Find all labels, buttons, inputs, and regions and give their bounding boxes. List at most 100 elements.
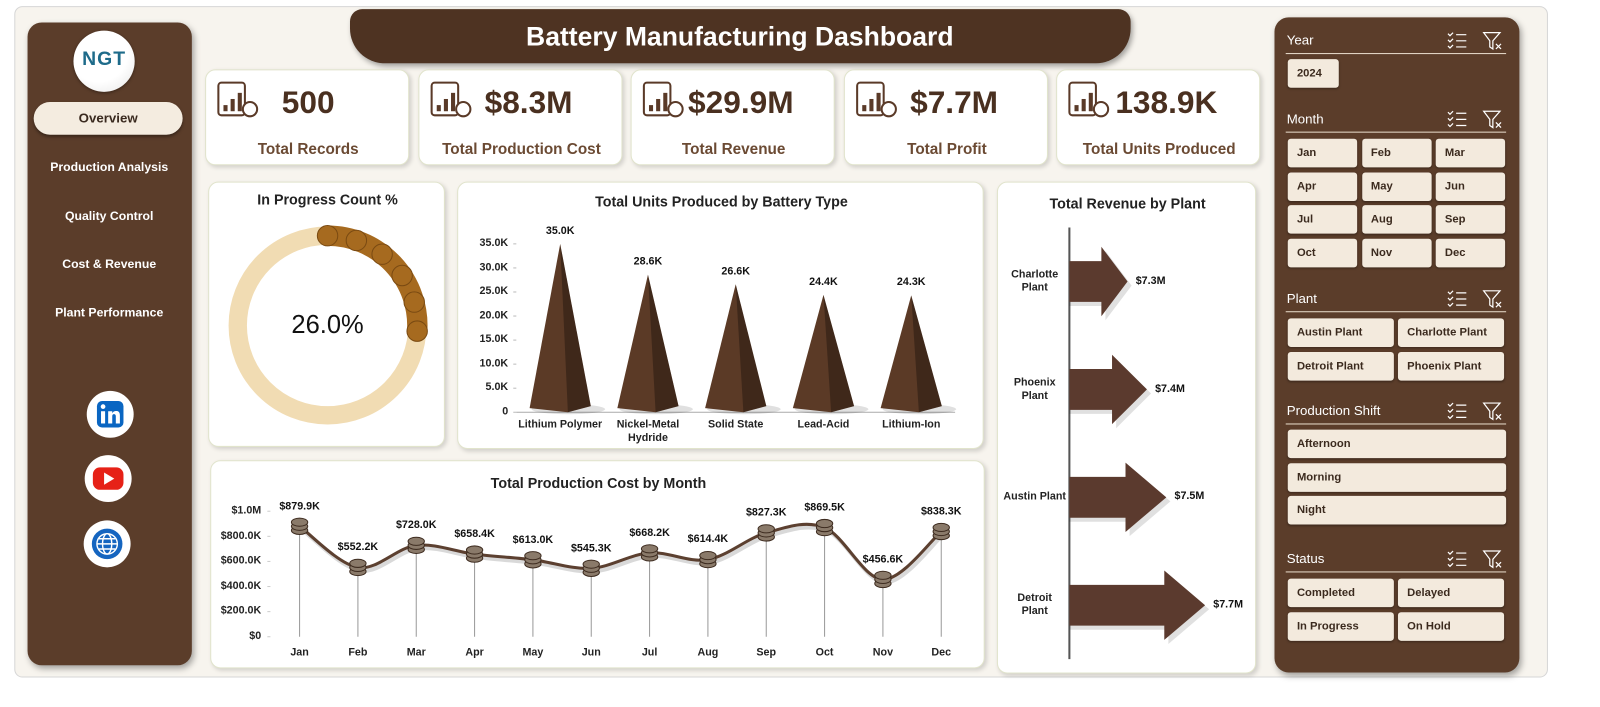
y-tick-label: Phoenix Plant [1013, 376, 1056, 402]
chart-card: In Progress Count % 26.0% [208, 181, 445, 447]
slicer-button[interactable]: Nov [1361, 238, 1432, 267]
nav-item[interactable]: Production Analysis [50, 159, 169, 174]
clear-filter-icon[interactable] [1482, 31, 1504, 51]
icon-shape [217, 81, 246, 117]
bar-shade [560, 243, 591, 413]
slicer-button-label: Completed [1296, 586, 1355, 599]
point-value-label: $869.5K [804, 501, 845, 514]
coin [757, 524, 775, 534]
slicer-title: Month [1286, 111, 1324, 127]
icon-shape [862, 105, 867, 112]
icon-shape [230, 98, 235, 112]
slicer-button[interactable]: Oct [1287, 238, 1358, 267]
slicer-button[interactable]: Jul [1287, 205, 1358, 234]
icon-shape [1495, 561, 1502, 568]
slicer-button[interactable]: Phoenix Plant [1397, 351, 1505, 381]
clear-filter-icon[interactable] [1482, 549, 1504, 569]
x-tick-label: Nov [872, 646, 894, 659]
bar-value-label: $7.3M [1135, 274, 1166, 287]
nav-item[interactable]: Overview [33, 102, 183, 135]
kpi-value: 500 [281, 84, 335, 121]
chart-card: Total Units Produced by Battery Type 0 5.0… [457, 181, 984, 449]
slicer-button[interactable]: Detroit Plant [1287, 351, 1394, 381]
slicer-button[interactable]: Sep [1435, 205, 1506, 234]
y-tick-label: $800.0K [220, 529, 262, 542]
icon-shape [1447, 110, 1454, 116]
slicer-button[interactable]: Morning [1287, 462, 1507, 492]
multi-select-icon[interactable] [1446, 549, 1468, 569]
slicer-button-label: Austin Plant [1296, 326, 1363, 339]
bar [880, 295, 942, 413]
slicer-button[interactable]: Austin Plant [1287, 318, 1394, 347]
logo-circle [73, 30, 135, 92]
multi-select-icon[interactable] [1446, 401, 1468, 421]
slicer-button[interactable]: Completed [1287, 578, 1394, 608]
nav-item[interactable]: Plant Performance [55, 305, 164, 320]
slicer-button-label: Aug [1370, 213, 1393, 226]
linkedin-icon[interactable] [86, 390, 135, 439]
bar [1069, 462, 1167, 533]
slicer-button[interactable]: Apr [1287, 171, 1358, 201]
x-tick-label: Jul [641, 646, 658, 659]
bar-value-label: 24.4K [809, 275, 838, 288]
icon-shape [241, 101, 259, 118]
slicer-button[interactable]: Feb [1361, 138, 1432, 168]
slicer-button[interactable]: Dec [1435, 238, 1506, 267]
bar [617, 274, 679, 413]
youtube-icon[interactable] [84, 454, 133, 503]
icon-shape [1447, 414, 1454, 420]
icon-shape [1068, 81, 1097, 117]
multi-select-icon[interactable] [1446, 31, 1468, 51]
slicer-button-label: On Hold [1407, 619, 1451, 633]
icon-shape [455, 101, 472, 118]
slicer-button[interactable]: Delayed [1397, 578, 1505, 608]
slicer-button[interactable]: Charlotte Plant [1397, 318, 1505, 347]
point-value-label: $545.3K [570, 541, 612, 555]
slicer-button[interactable]: 2024 [1287, 59, 1339, 88]
icon-shape [880, 101, 897, 118]
icon-shape [237, 92, 242, 112]
x-tick-label: Oct [815, 646, 834, 659]
y-tick-label: $200.0K [220, 604, 262, 617]
icon-shape [430, 81, 460, 117]
chart-plot [228, 224, 428, 425]
icon-shape [876, 92, 881, 112]
slicer-title: Plant [1286, 290, 1317, 306]
nav-item[interactable]: Quality Control [64, 208, 154, 223]
clear-filter-icon[interactable] [1482, 401, 1504, 421]
slicer-button[interactable]: Aug [1361, 205, 1432, 234]
multi-select-icon[interactable] [1446, 289, 1468, 309]
website-icon[interactable] [83, 519, 132, 568]
slicer-button-label: Feb [1370, 146, 1391, 160]
icon-shape [663, 92, 668, 112]
chart-card: Total Production Cost by Month $0 $200.0K $… [210, 460, 985, 669]
bar [1069, 570, 1206, 640]
bar [529, 243, 591, 413]
coin-marker [874, 570, 892, 589]
slicer-panel: Year 2024 Month Jan Feb Mar Apr May Jun Jul Aug Sep… [1274, 17, 1520, 673]
nav-item[interactable]: Cost & Revenue [62, 256, 157, 272]
bar-value-label: $7.7M [1213, 598, 1244, 611]
slicer-button[interactable]: Jun [1435, 171, 1506, 201]
slicer-button[interactable]: In Progress [1287, 611, 1394, 641]
slicer-button-label: Nov [1370, 246, 1393, 259]
slicer-button[interactable]: Night [1287, 495, 1507, 525]
icon-shape [1081, 98, 1086, 112]
slicer-button[interactable]: May [1361, 171, 1432, 201]
x-tick-label: Feb [348, 646, 368, 659]
multi-select-icon[interactable] [1446, 109, 1468, 129]
donut-value-label: 26.0% [291, 310, 364, 340]
clear-filter-icon[interactable] [1482, 109, 1504, 129]
icon-glyph [104, 472, 115, 485]
clear-filter-icon[interactable] [1482, 289, 1504, 309]
slicer-button[interactable]: Afternoon [1287, 429, 1507, 459]
chart-title: In Progress Count % [257, 191, 398, 208]
chart-card: Total Revenue by Plant $7.3M Charlotte Pla… [996, 181, 1257, 674]
kpi-icon [856, 81, 897, 118]
bar-shade [647, 274, 679, 413]
slicer-button[interactable]: Mar [1435, 138, 1506, 168]
y-tick-label: $400.0K [220, 579, 262, 592]
line-shadow [300, 525, 945, 585]
slicer-button[interactable]: Jan [1287, 138, 1358, 168]
slicer-button[interactable]: On Hold [1397, 611, 1505, 641]
